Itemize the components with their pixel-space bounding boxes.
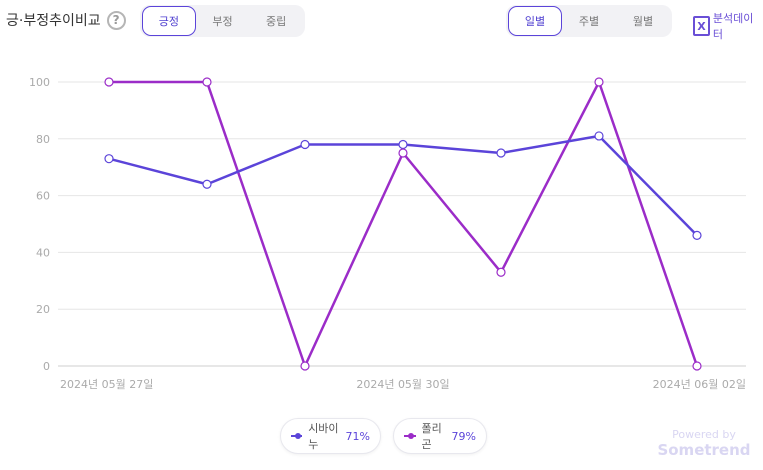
chart-header: 긍·부정추이비교 ? xyxy=(6,10,126,30)
x-tick-label: 2024년 06월 02일 xyxy=(653,377,746,391)
tab-negative[interactable]: 부정 xyxy=(212,15,233,28)
powered-by-text: Powered by xyxy=(672,428,736,441)
legend-marker-icon xyxy=(291,432,303,440)
legend-item-shiba-inu[interactable]: 시바이누 71% xyxy=(280,418,381,454)
x-tick-label: 2024년 05월 30일 xyxy=(356,377,449,391)
export-data-button[interactable]: X 분석데이터 xyxy=(693,10,763,42)
legend-percent: 71% xyxy=(345,429,370,443)
tab-weekly[interactable]: 주별 xyxy=(578,15,600,28)
y-tick-label: 20 xyxy=(36,303,50,316)
brand-logo-text: Sometrend xyxy=(657,441,751,459)
tab-monthly[interactable]: 월별 xyxy=(632,15,654,28)
chart-title: 긍·부정추이비교 xyxy=(6,13,101,29)
data-point xyxy=(202,77,212,87)
legend-percent: 79% xyxy=(451,429,476,443)
data-point xyxy=(594,77,604,87)
legend-name: 시바이누 xyxy=(308,422,339,451)
data-point xyxy=(104,77,114,87)
legend-marker-icon xyxy=(404,432,416,440)
export-label: 분석데이터 xyxy=(712,12,754,41)
data-point xyxy=(496,148,506,158)
data-point xyxy=(300,361,310,371)
y-tick-label: 60 xyxy=(36,190,50,203)
data-point xyxy=(692,361,702,371)
data-point xyxy=(202,179,212,189)
sentiment-toggle: 긍정 부정 중립 xyxy=(140,5,305,37)
data-point xyxy=(300,139,310,150)
data-point xyxy=(496,267,506,277)
tab-positive[interactable]: 긍정 xyxy=(142,6,196,36)
x-tick-label: 2024년 05월 27일 xyxy=(60,377,153,391)
legend-item-polygon[interactable]: 폴리곤 79% xyxy=(393,418,487,454)
data-point xyxy=(104,154,114,164)
y-tick-label: 80 xyxy=(36,133,50,146)
data-point xyxy=(398,148,408,158)
series-line xyxy=(109,80,699,368)
help-icon[interactable]: ? xyxy=(106,10,126,30)
y-tick-label: 100 xyxy=(29,76,50,89)
legend-name: 폴리곤 xyxy=(421,422,442,451)
powered-by-logo: Powered by Sometrend xyxy=(656,428,752,459)
data-point xyxy=(594,131,604,141)
excel-icon: X xyxy=(693,16,710,36)
tab-daily[interactable]: 일별 xyxy=(508,6,562,36)
y-tick-label: 40 xyxy=(36,246,50,259)
period-toggle: 일별 주별 월별 xyxy=(506,5,672,37)
data-point xyxy=(398,139,408,150)
data-point xyxy=(692,230,702,240)
y-tick-label: 0 xyxy=(43,360,50,373)
tab-neutral[interactable]: 중립 xyxy=(266,15,287,28)
